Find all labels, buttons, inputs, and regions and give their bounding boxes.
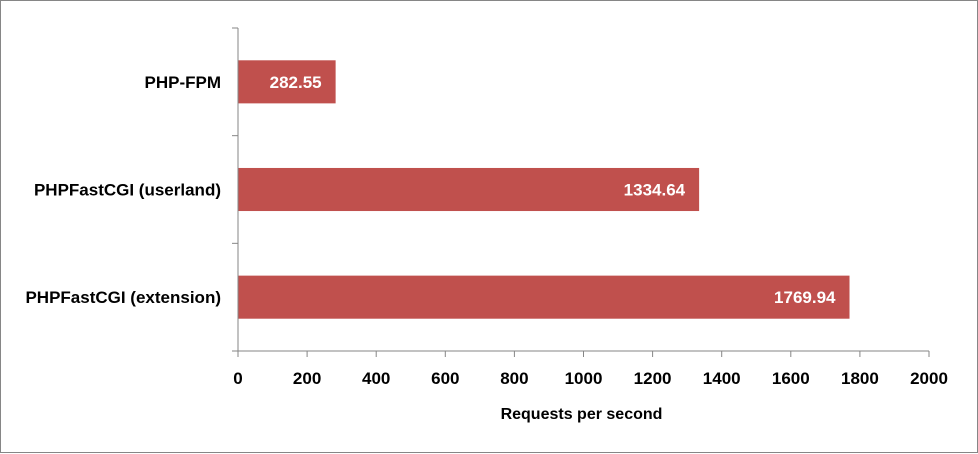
bar	[238, 275, 850, 319]
data-label: 1769.94	[774, 288, 836, 307]
data-label: 282.55	[270, 73, 322, 92]
x-tick-label: 600	[431, 369, 459, 388]
bar	[238, 167, 700, 212]
x-tick-label: 1400	[703, 369, 741, 388]
x-tick-label: 1000	[565, 369, 603, 388]
x-tick-label: 1600	[772, 369, 810, 388]
x-tick-label: 800	[500, 369, 528, 388]
x-tick-label: 1800	[841, 369, 879, 388]
bar	[238, 60, 336, 104]
x-tick-label: 1200	[634, 369, 672, 388]
x-tick-label: 2000	[910, 369, 948, 388]
data-label: 1334.64	[624, 181, 686, 200]
x-tick-label: 0	[233, 369, 242, 388]
category-label: PHPFastCGI (userland)	[34, 181, 221, 200]
x-tick-label: 200	[293, 369, 321, 388]
category-label: PHPFastCGI (extension)	[25, 288, 221, 307]
category-label: PHP-FPM	[145, 73, 222, 92]
x-tick-label: 400	[362, 369, 390, 388]
x-axis-title: Requests per second	[501, 406, 663, 423]
